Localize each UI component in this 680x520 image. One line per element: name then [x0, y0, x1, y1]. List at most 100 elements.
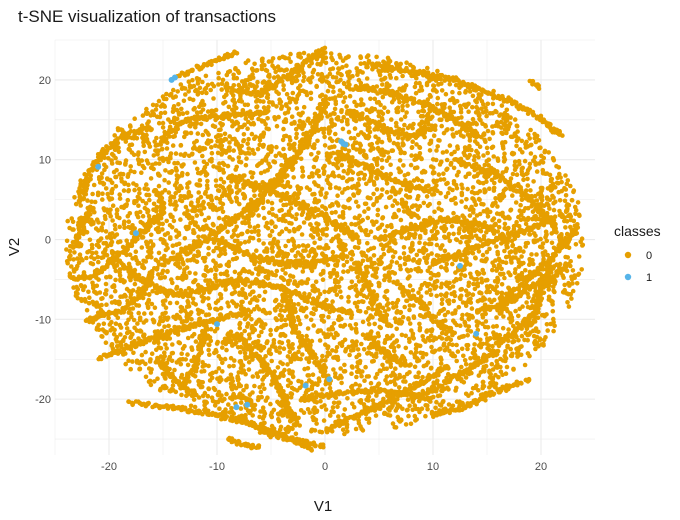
point-class-0 — [255, 146, 261, 152]
point-class-0 — [467, 143, 472, 149]
point-class-0 — [276, 114, 281, 120]
point-class-0 — [339, 162, 345, 168]
point-class-0 — [501, 155, 507, 160]
point-class-0 — [230, 93, 236, 98]
point-class-0 — [491, 154, 497, 159]
point-class-0 — [246, 136, 251, 142]
point-class-0 — [145, 208, 151, 213]
point-class-0 — [453, 388, 458, 393]
point-class-0 — [356, 352, 362, 358]
point-class-0 — [434, 242, 440, 248]
point-class-0 — [213, 272, 218, 278]
point-class-0 — [397, 255, 403, 261]
point-class-0 — [438, 246, 444, 251]
point-class-0 — [288, 380, 294, 386]
point-class-0 — [108, 177, 113, 183]
point-class-0 — [293, 253, 298, 259]
point-class-0 — [174, 203, 179, 208]
point-class-0 — [163, 342, 168, 347]
point-class-0 — [149, 301, 155, 307]
point-class-0 — [186, 191, 192, 196]
point-class-0 — [205, 178, 210, 184]
point-class-0 — [491, 324, 496, 329]
point-class-0 — [380, 94, 386, 100]
point-class-0 — [342, 81, 347, 87]
point-class-0 — [274, 144, 279, 150]
point-class-0 — [96, 327, 102, 333]
point-class-0 — [185, 258, 190, 263]
point-class-0 — [334, 279, 340, 284]
point-class-0 — [506, 225, 511, 231]
point-class-0 — [437, 393, 443, 398]
point-class-0 — [445, 310, 451, 315]
point-class-0 — [112, 133, 117, 138]
point-class-0 — [507, 121, 513, 126]
point-class-0 — [513, 308, 518, 314]
point-class-0 — [516, 223, 522, 229]
point-class-0 — [357, 225, 363, 230]
point-class-0 — [474, 121, 480, 127]
point-class-0 — [298, 55, 304, 60]
point-class-0 — [234, 196, 239, 201]
series-0-points — [64, 45, 586, 453]
point-class-0 — [209, 108, 215, 114]
point-class-0 — [179, 392, 184, 398]
point-class-0 — [217, 263, 222, 269]
point-class-0 — [127, 329, 132, 335]
point-class-0 — [545, 328, 550, 333]
point-class-0 — [163, 247, 169, 253]
point-class-0 — [168, 214, 174, 219]
point-class-0 — [340, 212, 346, 217]
point-class-0 — [293, 216, 299, 222]
point-class-0 — [434, 293, 440, 299]
point-class-0 — [364, 181, 369, 187]
point-class-0 — [330, 348, 335, 353]
point-class-0 — [501, 159, 507, 164]
point-class-0 — [402, 304, 408, 310]
point-class-0 — [167, 300, 173, 306]
point-class-0 — [87, 237, 93, 243]
point-class-0 — [245, 126, 250, 131]
point-class-0 — [91, 285, 96, 291]
point-class-0 — [528, 151, 534, 156]
point-class-0 — [484, 145, 490, 151]
point-class-0 — [183, 204, 189, 210]
point-class-0 — [470, 315, 476, 320]
point-class-0 — [328, 413, 333, 418]
point-class-0 — [132, 187, 137, 193]
point-class-0 — [99, 296, 104, 302]
point-class-0 — [334, 60, 339, 66]
point-class-0 — [494, 284, 500, 289]
point-class-0 — [372, 235, 378, 240]
point-class-0 — [481, 132, 487, 137]
point-class-0 — [243, 371, 248, 377]
point-class-0 — [407, 274, 412, 279]
point-class-0 — [279, 303, 285, 309]
point-class-0 — [527, 256, 532, 262]
point-class-0 — [564, 181, 570, 187]
point-class-0 — [267, 210, 272, 215]
point-class-0 — [371, 179, 377, 185]
point-class-0 — [523, 141, 528, 147]
point-class-0 — [410, 407, 416, 413]
point-class-0 — [184, 265, 190, 270]
point-class-0 — [385, 359, 390, 364]
point-class-0 — [342, 407, 348, 412]
point-class-0 — [449, 126, 455, 132]
point-class-0 — [202, 273, 208, 278]
point-class-0 — [257, 142, 263, 148]
point-class-0 — [310, 174, 315, 179]
point-class-0 — [465, 299, 471, 305]
point-class-0 — [563, 254, 568, 260]
point-class-0 — [282, 333, 288, 339]
point-class-0 — [195, 131, 201, 136]
point-class-0 — [309, 152, 314, 157]
point-class-0 — [247, 392, 253, 398]
point-class-0 — [270, 206, 275, 212]
point-class-0 — [216, 215, 222, 221]
point-class-0 — [287, 100, 293, 105]
point-class-0 — [256, 213, 261, 218]
point-class-0 — [330, 326, 336, 332]
point-class-0 — [227, 184, 233, 189]
point-class-0 — [256, 272, 261, 277]
